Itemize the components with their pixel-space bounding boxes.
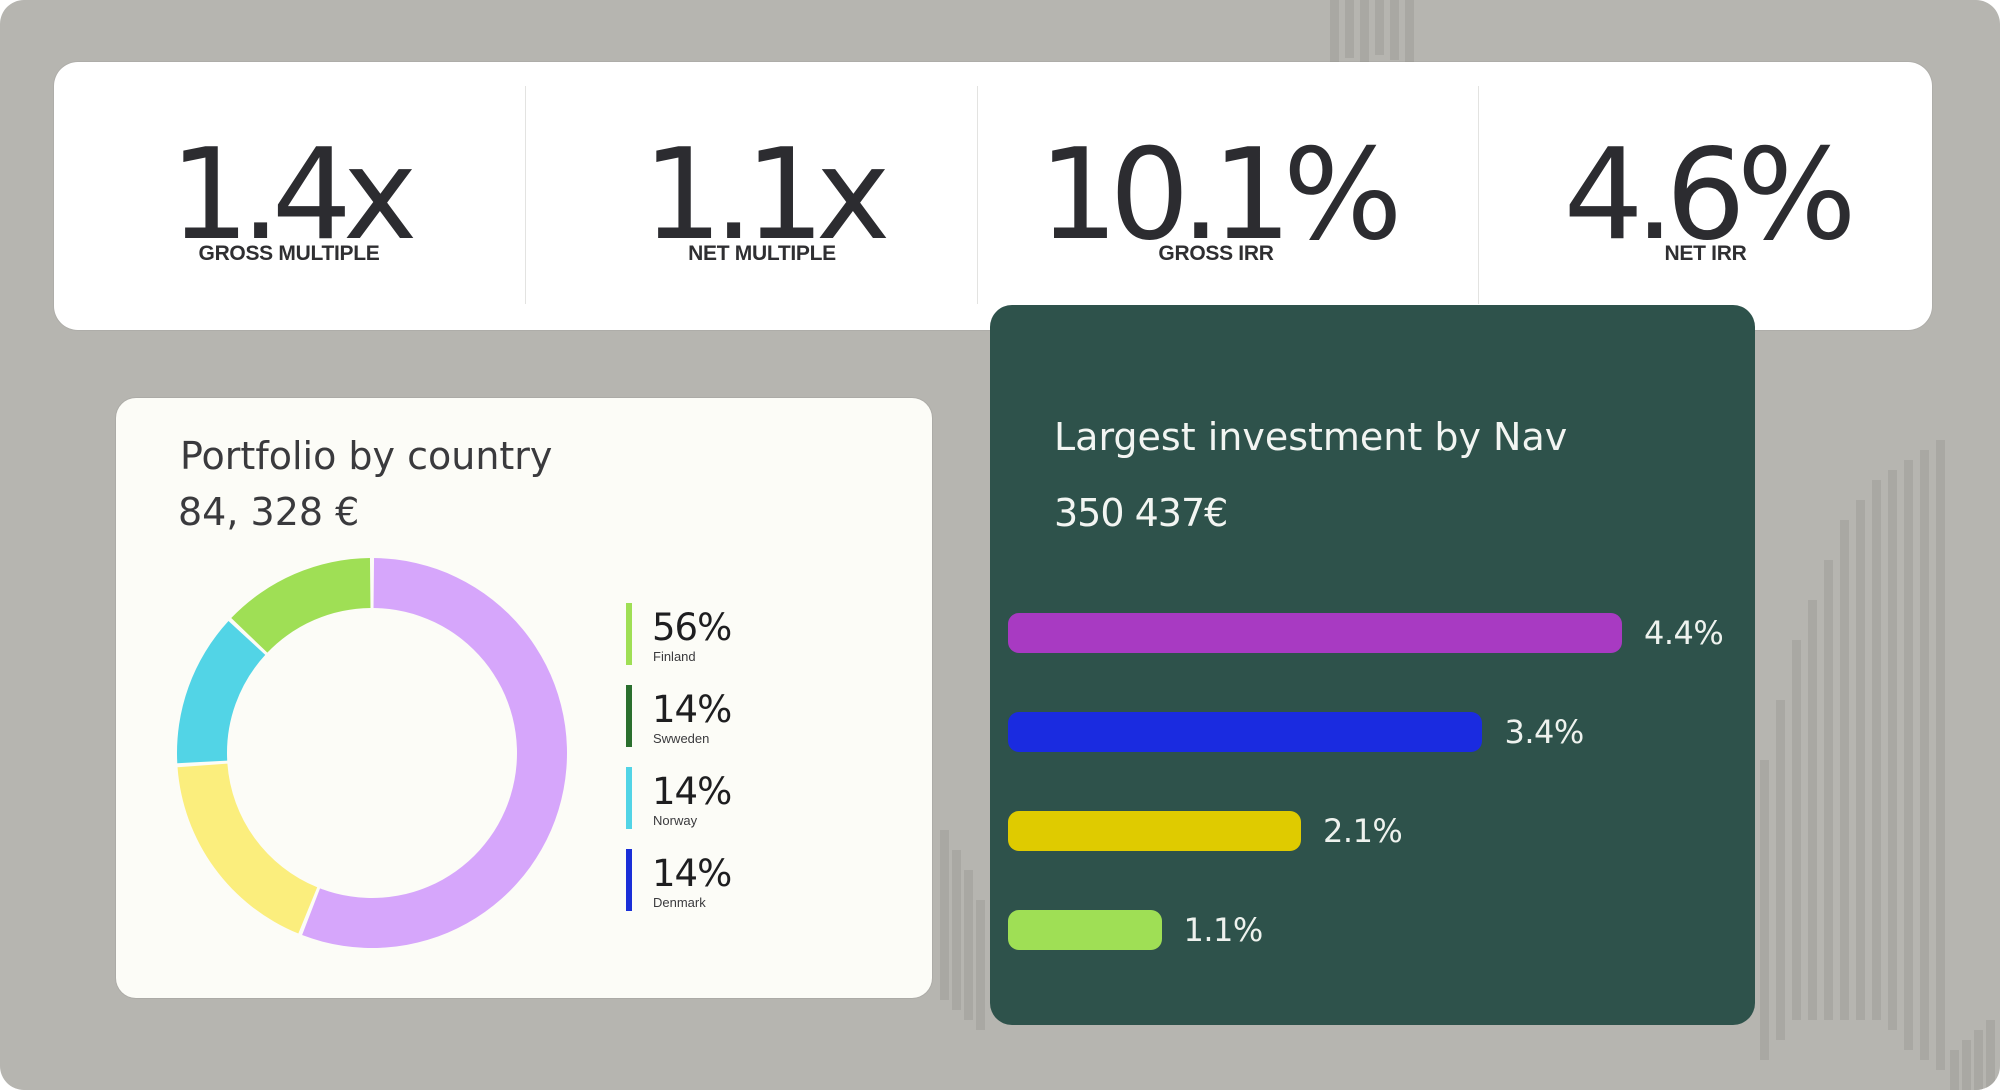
kpi-summary-card: 1.4x GROSS MULTIPLE 1.1x NET MULTIPLE 10… [54,62,1932,330]
legend-color-bar [626,767,632,829]
background-candle [1405,0,1414,62]
background-candle [1776,700,1785,1040]
kpi-label: NET IRR [1664,242,1747,265]
kpi-divider [1478,86,1479,304]
portfolio-donut-chart [177,558,567,948]
background-candle [1760,760,1769,1060]
donut-slice-3 [231,558,371,653]
investment-bar-label-3: 1.1% [1183,911,1264,949]
background-candle [1974,1030,1983,1090]
portfolio-total: 84, 328 € [178,490,360,534]
background-candle [1824,560,1833,1020]
background-candle [940,830,949,1000]
kpi-divider [525,86,526,304]
kpi-value: 1.1x [642,121,891,268]
legend-country: Finland [653,649,696,664]
donut-slice-1 [177,763,318,934]
investment-bar-label-0: 4.4% [1644,614,1724,652]
investment-bar-3 [1008,910,1162,950]
largest-investment-card: Largest investment by Nav 350 437€ 4.4% 3… [990,305,1755,1025]
legend-color-bar [626,849,632,911]
kpi-value: 1.4x [169,121,418,268]
background-candle [1962,1040,1971,1090]
kpi-label: GROSS IRR [1158,242,1274,265]
kpi-gross-irr: 10.1% GROSS IRR [978,62,1454,330]
investment-bar-0 [1008,613,1622,653]
legend-percent: 56% [652,606,732,649]
legend-color-bar [626,603,632,665]
legend-country: Swweden [653,731,710,746]
investment-total: 350 437€ [1054,491,1228,535]
investment-bar-1 [1008,712,1483,752]
background-candle [1888,470,1897,1030]
portfolio-by-country-card: Portfolio by country 84, 328 € 56% Finla… [116,398,932,998]
background-candle [1986,1020,1995,1090]
legend-percent: 14% [652,688,732,731]
card-title: Largest investment by Nav [1054,415,1568,459]
legend-percent: 14% [652,852,732,895]
background-candle [1936,440,1945,1070]
kpi-net-irr: 4.6% NET IRR [1479,62,1932,330]
background-candle [1808,600,1817,1020]
donut-slice-2 [177,621,266,764]
background-candle [1872,480,1881,1020]
legend-country: Denmark [653,895,706,910]
background-candle [952,850,961,1010]
investment-bar-label-1: 3.4% [1504,713,1584,751]
kpi-net-multiple: 1.1x NET MULTIPLE [526,62,998,330]
legend-country: Norway [653,813,698,828]
kpi-gross-multiple: 1.4x GROSS MULTIPLE [54,62,524,330]
background-candle [976,900,985,1030]
background-candle [1360,0,1369,62]
kpi-divider [977,86,978,304]
background-candle [1390,0,1399,60]
background-candle [1792,640,1801,1020]
background-candle [1375,0,1384,55]
background-candle [1920,450,1929,1060]
legend-item-sweden: 14% Swweden [626,685,826,747]
card-title: Portfolio by country [180,434,553,478]
kpi-value: 4.6% [1563,121,1856,268]
legend-item-norway: 14% Norway [626,767,826,829]
kpi-label: GROSS MULTIPLE [198,242,380,265]
kpi-label: NET MULTIPLE [688,242,836,265]
legend-percent: 14% [652,770,732,813]
background-candle [1856,500,1865,1020]
legend-item-finland: 56% Finland [626,603,826,665]
donut-slice-0 [302,558,567,948]
background-candle [964,870,973,1020]
investment-bar-2 [1008,811,1302,851]
legend-item-denmark: 14% Denmark [626,849,826,911]
background-candle [1950,1050,1959,1090]
kpi-value: 10.1% [1038,121,1402,268]
background-candle [1840,520,1849,1020]
background-candle [1330,0,1339,62]
background-candle [1345,0,1354,58]
investment-bar-chart: 4.4% 3.4% 2.1% 1.1% [1008,613,1748,973]
investment-bar-label-2: 2.1% [1323,812,1403,850]
background-candle [1904,460,1913,1050]
legend-color-bar [626,685,632,747]
